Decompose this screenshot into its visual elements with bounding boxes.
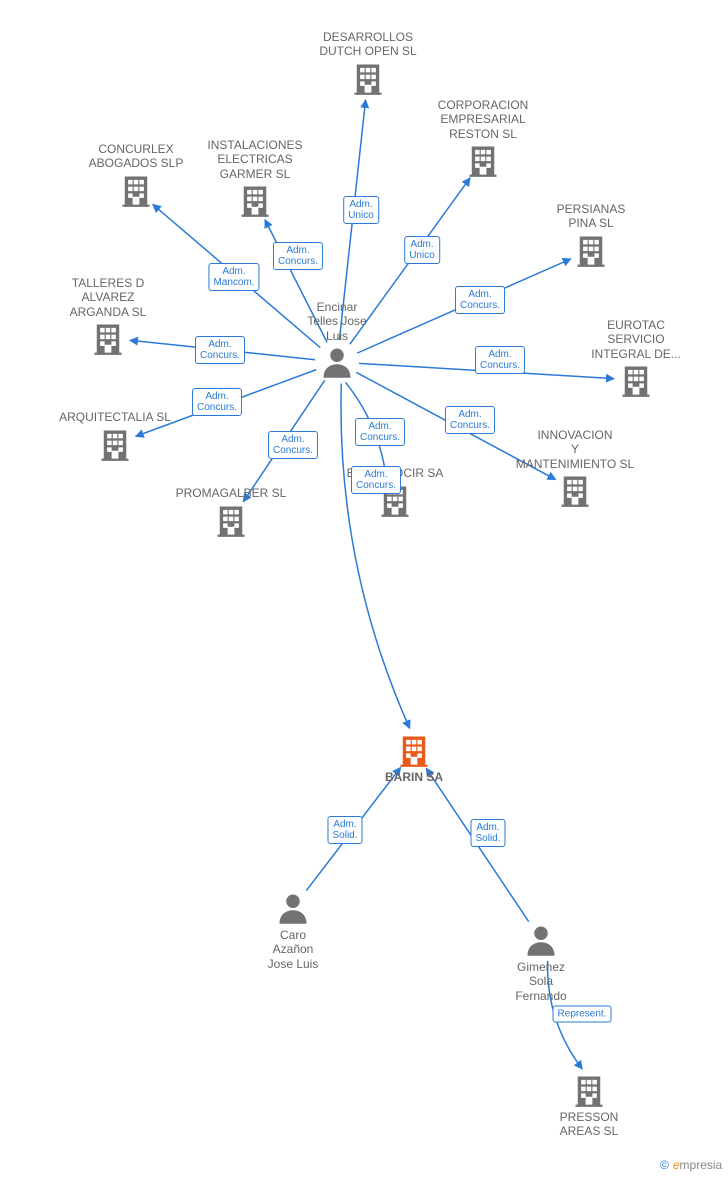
person-icon[interactable] — [523, 922, 559, 958]
building-icon[interactable] — [396, 732, 432, 768]
node-label-arquitect: ARQUITECTALIA SL — [35, 410, 195, 424]
node-label-presson: PRESSONAREAS SL — [509, 1110, 669, 1139]
node-label-talleres: TALLERES DALVAREZARGANDA SL — [28, 276, 188, 319]
copyright: © empresia — [660, 1158, 722, 1172]
node-label-encinar: EncinarTelles JoseLuis — [257, 300, 417, 343]
edge-label: Adm.Concurs. — [273, 242, 323, 270]
edge-label: Adm.Concurs. — [195, 336, 245, 364]
edge-label: Adm.Mancom. — [208, 263, 259, 291]
edge-label: Adm.Concurs. — [351, 466, 401, 494]
copyright-lead: e — [673, 1158, 680, 1172]
node-label-instal: INSTALACIONESELECTRICASGARMER SL — [175, 138, 335, 181]
copyright-text: mpresia — [680, 1158, 723, 1172]
node-label-gimenez: GimenezSolaFernando — [461, 960, 621, 1003]
building-icon[interactable] — [213, 502, 249, 538]
building-icon[interactable] — [97, 426, 133, 462]
diagram-canvas: EncinarTelles JoseLuis BARIN SA DESARROL… — [0, 0, 728, 1180]
edge-label: Adm.Unico — [404, 236, 440, 264]
edge-label: Adm.Concurs. — [355, 418, 405, 446]
building-icon[interactable] — [557, 472, 593, 508]
edge-label: Adm.Solid. — [470, 819, 505, 847]
building-icon[interactable] — [573, 232, 609, 268]
edge-label: Adm.Concurs. — [192, 388, 242, 416]
node-label-desarrollos: DESARROLLOSDUTCH OPEN SL — [288, 30, 448, 59]
person-icon[interactable] — [275, 890, 311, 926]
building-icon[interactable] — [571, 1072, 607, 1108]
edge-label: Adm.Concurs. — [475, 346, 525, 374]
edge-label: Adm.Solid. — [327, 816, 362, 844]
node-label-eurotac: EUROTACSERVICIOINTEGRAL DE... — [556, 318, 716, 361]
edge-label: Adm.Concurs. — [455, 286, 505, 314]
building-icon[interactable] — [118, 172, 154, 208]
building-icon[interactable] — [350, 60, 386, 96]
node-label-caro: CaroAzañonJose Luis — [213, 928, 373, 971]
building-icon[interactable] — [90, 320, 126, 356]
copyright-symbol: © — [660, 1158, 669, 1172]
edge-label: Represent. — [553, 1006, 612, 1023]
building-icon[interactable] — [618, 362, 654, 398]
node-label-innovacion: INNOVACIONYMANTENIMIENTO SL — [495, 428, 655, 471]
person-icon[interactable] — [319, 344, 355, 380]
edge-label: Adm.Unico — [343, 196, 379, 224]
building-icon[interactable] — [465, 142, 501, 178]
node-label-barin: BARIN SA — [334, 770, 494, 784]
node-label-promagalber: PROMAGALBER SL — [151, 486, 311, 500]
edge-label: Adm.Concurs. — [445, 406, 495, 434]
edge-label: Adm.Concurs. — [268, 431, 318, 459]
building-icon[interactable] — [237, 182, 273, 218]
node-label-corporacion: CORPORACIONEMPRESARIALRESTON SL — [403, 98, 563, 141]
node-label-persianas: PERSIANASPINA SL — [511, 202, 671, 231]
